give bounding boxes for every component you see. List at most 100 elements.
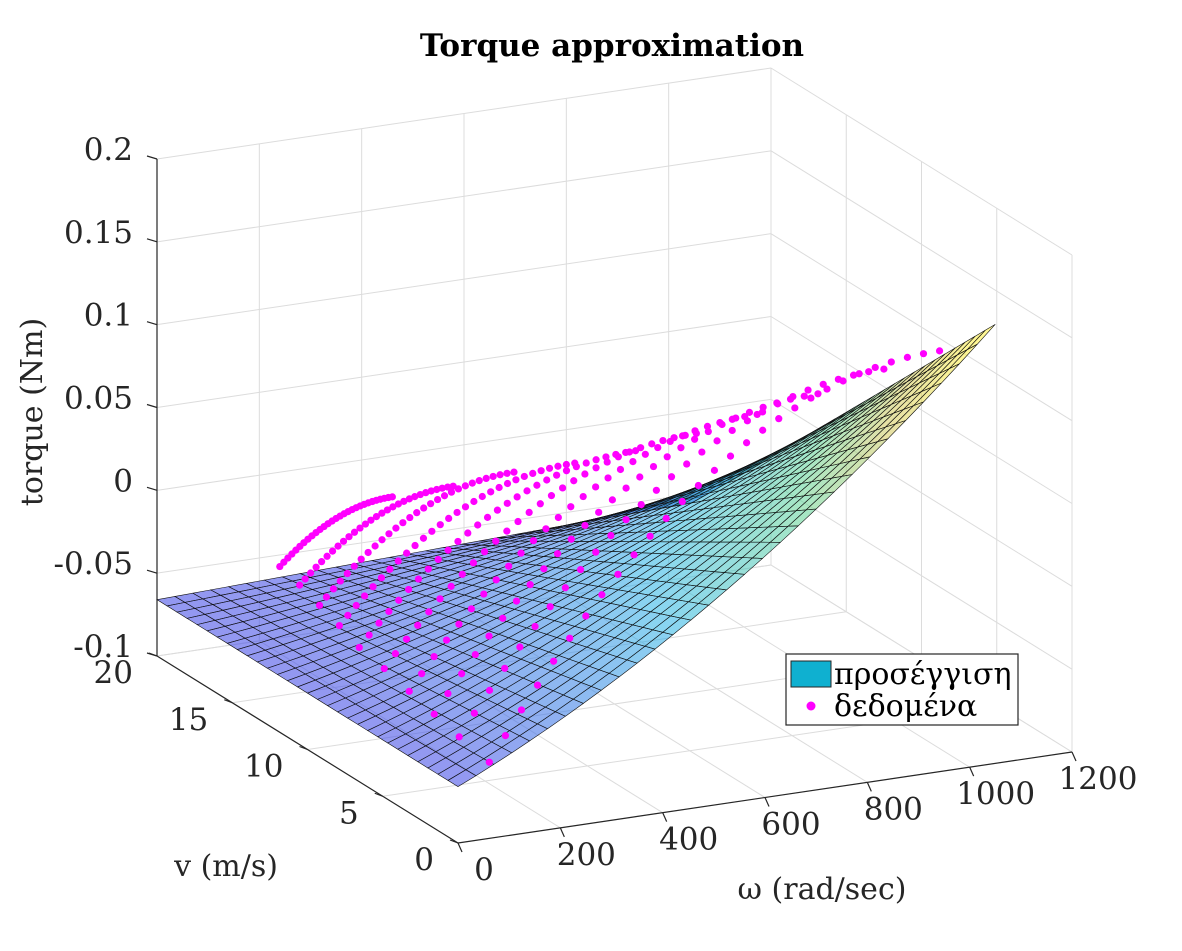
data-point [424, 565, 432, 573]
data-point [791, 404, 799, 412]
data-point [503, 499, 511, 507]
data-point [536, 500, 544, 508]
data-point [411, 541, 419, 550]
data-point [405, 687, 413, 695]
data-point [553, 550, 562, 558]
data-point [474, 521, 482, 529]
data-point [496, 471, 504, 479]
data-point [411, 493, 419, 501]
data-point [728, 426, 736, 435]
data-point [355, 643, 363, 652]
data-point [517, 549, 525, 557]
data-point [296, 581, 304, 589]
z-tick-label: 0.05 [64, 381, 133, 417]
data-point [694, 481, 702, 490]
data-point [489, 472, 497, 481]
data-point [352, 601, 360, 610]
legend: προσέγγιση δεδομένα [785, 653, 1019, 726]
data-point [369, 583, 377, 591]
data-point [453, 508, 461, 517]
data-point [554, 462, 562, 470]
data-point [595, 508, 603, 516]
z-tick-mark [146, 155, 158, 160]
grid-line [770, 481, 1073, 670]
data-point [579, 492, 587, 501]
data-point [414, 621, 422, 629]
data-point [713, 437, 721, 445]
data-point [467, 605, 475, 613]
data-point [480, 548, 489, 556]
x-tick-label: 400 [659, 822, 718, 858]
data-point [581, 521, 589, 530]
data-point [350, 528, 359, 536]
data-point [529, 469, 537, 478]
y-tick-label: 10 [244, 749, 283, 785]
data-point [361, 520, 370, 528]
z-axis-label: torque (Nm) [15, 318, 50, 506]
data-point [602, 453, 610, 461]
data-point [654, 443, 662, 452]
data-point [433, 495, 442, 504]
data-point [865, 368, 873, 376]
data-point [581, 470, 589, 478]
x-tick-label: 600 [761, 807, 820, 843]
data-point [444, 689, 452, 698]
data-point [576, 565, 585, 574]
x-tick-label: 0 [474, 852, 494, 888]
data-point [470, 497, 478, 506]
y-tick-label: 0 [414, 842, 434, 878]
data-point [445, 514, 453, 523]
data-point [447, 582, 455, 590]
data-point [637, 500, 645, 509]
data-point [554, 513, 562, 522]
data-point [485, 758, 493, 766]
data-point [485, 632, 493, 640]
data-point [430, 652, 438, 661]
data-point [336, 577, 344, 585]
surface [156, 324, 996, 788]
data-point [887, 358, 895, 366]
data-point [436, 595, 444, 603]
data-point [622, 448, 630, 457]
data-point [485, 686, 494, 694]
y-tick-label: 15 [169, 702, 208, 738]
data-point [636, 473, 644, 481]
data-point [728, 415, 736, 423]
data-point [819, 380, 827, 388]
data-point [350, 562, 358, 570]
data-point [434, 555, 442, 564]
data-point [414, 575, 423, 583]
data-point [375, 619, 383, 627]
data-point [516, 643, 524, 651]
data-point [919, 350, 928, 358]
data-point [567, 503, 575, 511]
data-point [710, 466, 719, 474]
z-tick-label: 0.15 [64, 215, 133, 251]
x-tick-mark [764, 797, 770, 807]
data-point [614, 570, 622, 578]
x-tick-label: 1200 [1059, 761, 1138, 797]
data-point [406, 513, 414, 522]
z-tick-mark [146, 652, 158, 657]
data-point [513, 493, 521, 501]
data-point [547, 492, 556, 500]
data-point [567, 535, 575, 543]
z-tick-mark [146, 403, 158, 409]
y-tick-label: 20 [94, 655, 133, 691]
data-point [512, 476, 520, 484]
data-point [322, 593, 331, 601]
data-point [501, 732, 509, 740]
x-tick-label: 800 [864, 791, 923, 827]
grid-line [156, 67, 772, 160]
data-point [667, 473, 676, 481]
data-point [428, 527, 436, 535]
data-point [592, 456, 600, 464]
data-point [545, 464, 554, 472]
data-point [553, 471, 561, 479]
data-point [570, 477, 578, 485]
z-tick-mark [146, 486, 158, 491]
data-point [402, 635, 411, 643]
data-point [419, 534, 428, 542]
data-point [646, 532, 654, 540]
z-tick-label: 0.2 [84, 132, 133, 168]
